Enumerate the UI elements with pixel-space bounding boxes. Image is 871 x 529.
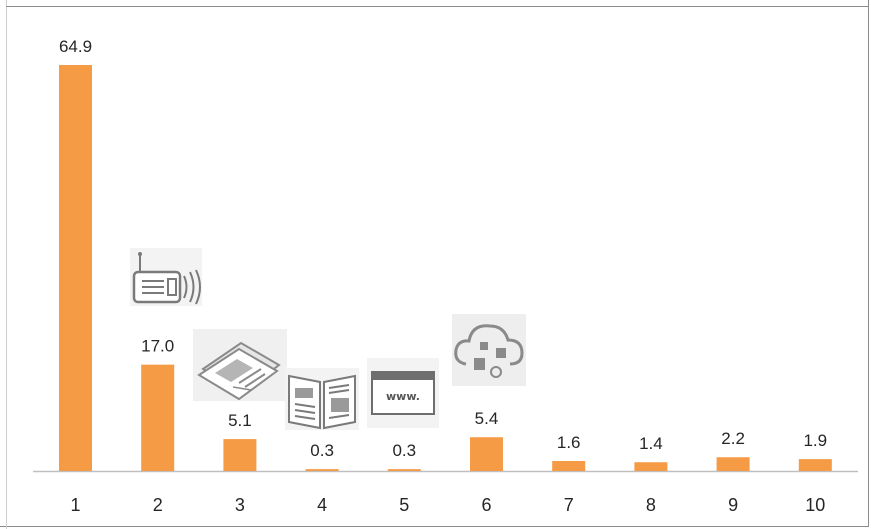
bar-6	[470, 437, 503, 471]
x-tick-label-5: 5	[399, 495, 409, 515]
frame-top-border	[6, 6, 869, 7]
x-tick-label-1: 1	[70, 495, 80, 515]
x-tick-labels-group: 1 2 3 4 5 6 7 8 9 10	[70, 495, 825, 515]
bar-7	[552, 460, 586, 471]
x-tick-label-4: 4	[317, 495, 327, 515]
x-tick-label-9: 9	[728, 495, 738, 515]
data-label-7: 1.6	[557, 433, 581, 452]
website-icon: www.	[367, 358, 439, 428]
bar-1	[59, 65, 92, 471]
data-labels-group: 64.9 17.0 5.1 0.3 0.3 5.4 1.6 1.4 2.2 1.9	[59, 37, 827, 460]
bar-9	[716, 457, 750, 471]
x-tick-label-8: 8	[646, 495, 656, 515]
bars-group	[59, 65, 832, 471]
bar-4	[305, 469, 339, 471]
data-label-3: 5.1	[228, 411, 252, 430]
website-icon-text: www.	[386, 390, 420, 403]
bar-5	[387, 469, 421, 471]
data-label-1: 64.9	[59, 37, 92, 56]
data-label-4: 0.3	[310, 441, 334, 460]
data-label-6: 5.4	[475, 409, 499, 428]
data-label-10: 1.9	[803, 431, 827, 450]
data-label-2: 17.0	[141, 337, 174, 356]
x-tick-label-2: 2	[153, 495, 163, 515]
bar-3	[223, 439, 257, 471]
frame-left-border	[6, 0, 7, 529]
radio-icon	[130, 248, 202, 306]
data-label-8: 1.4	[639, 434, 663, 453]
x-tick-label-10: 10	[805, 495, 825, 515]
bar-10	[798, 459, 832, 471]
bar-8	[634, 462, 668, 471]
data-label-9: 2.2	[721, 429, 745, 448]
x-tick-label-3: 3	[235, 495, 245, 515]
x-tick-label-7: 7	[564, 495, 574, 515]
magazine-icon	[285, 368, 359, 430]
x-tick-label-6: 6	[481, 495, 491, 515]
bar-2	[141, 364, 175, 471]
data-label-5: 0.3	[392, 441, 416, 460]
newspaper-icon	[193, 329, 287, 401]
social-media-cloud-icon	[452, 314, 526, 386]
